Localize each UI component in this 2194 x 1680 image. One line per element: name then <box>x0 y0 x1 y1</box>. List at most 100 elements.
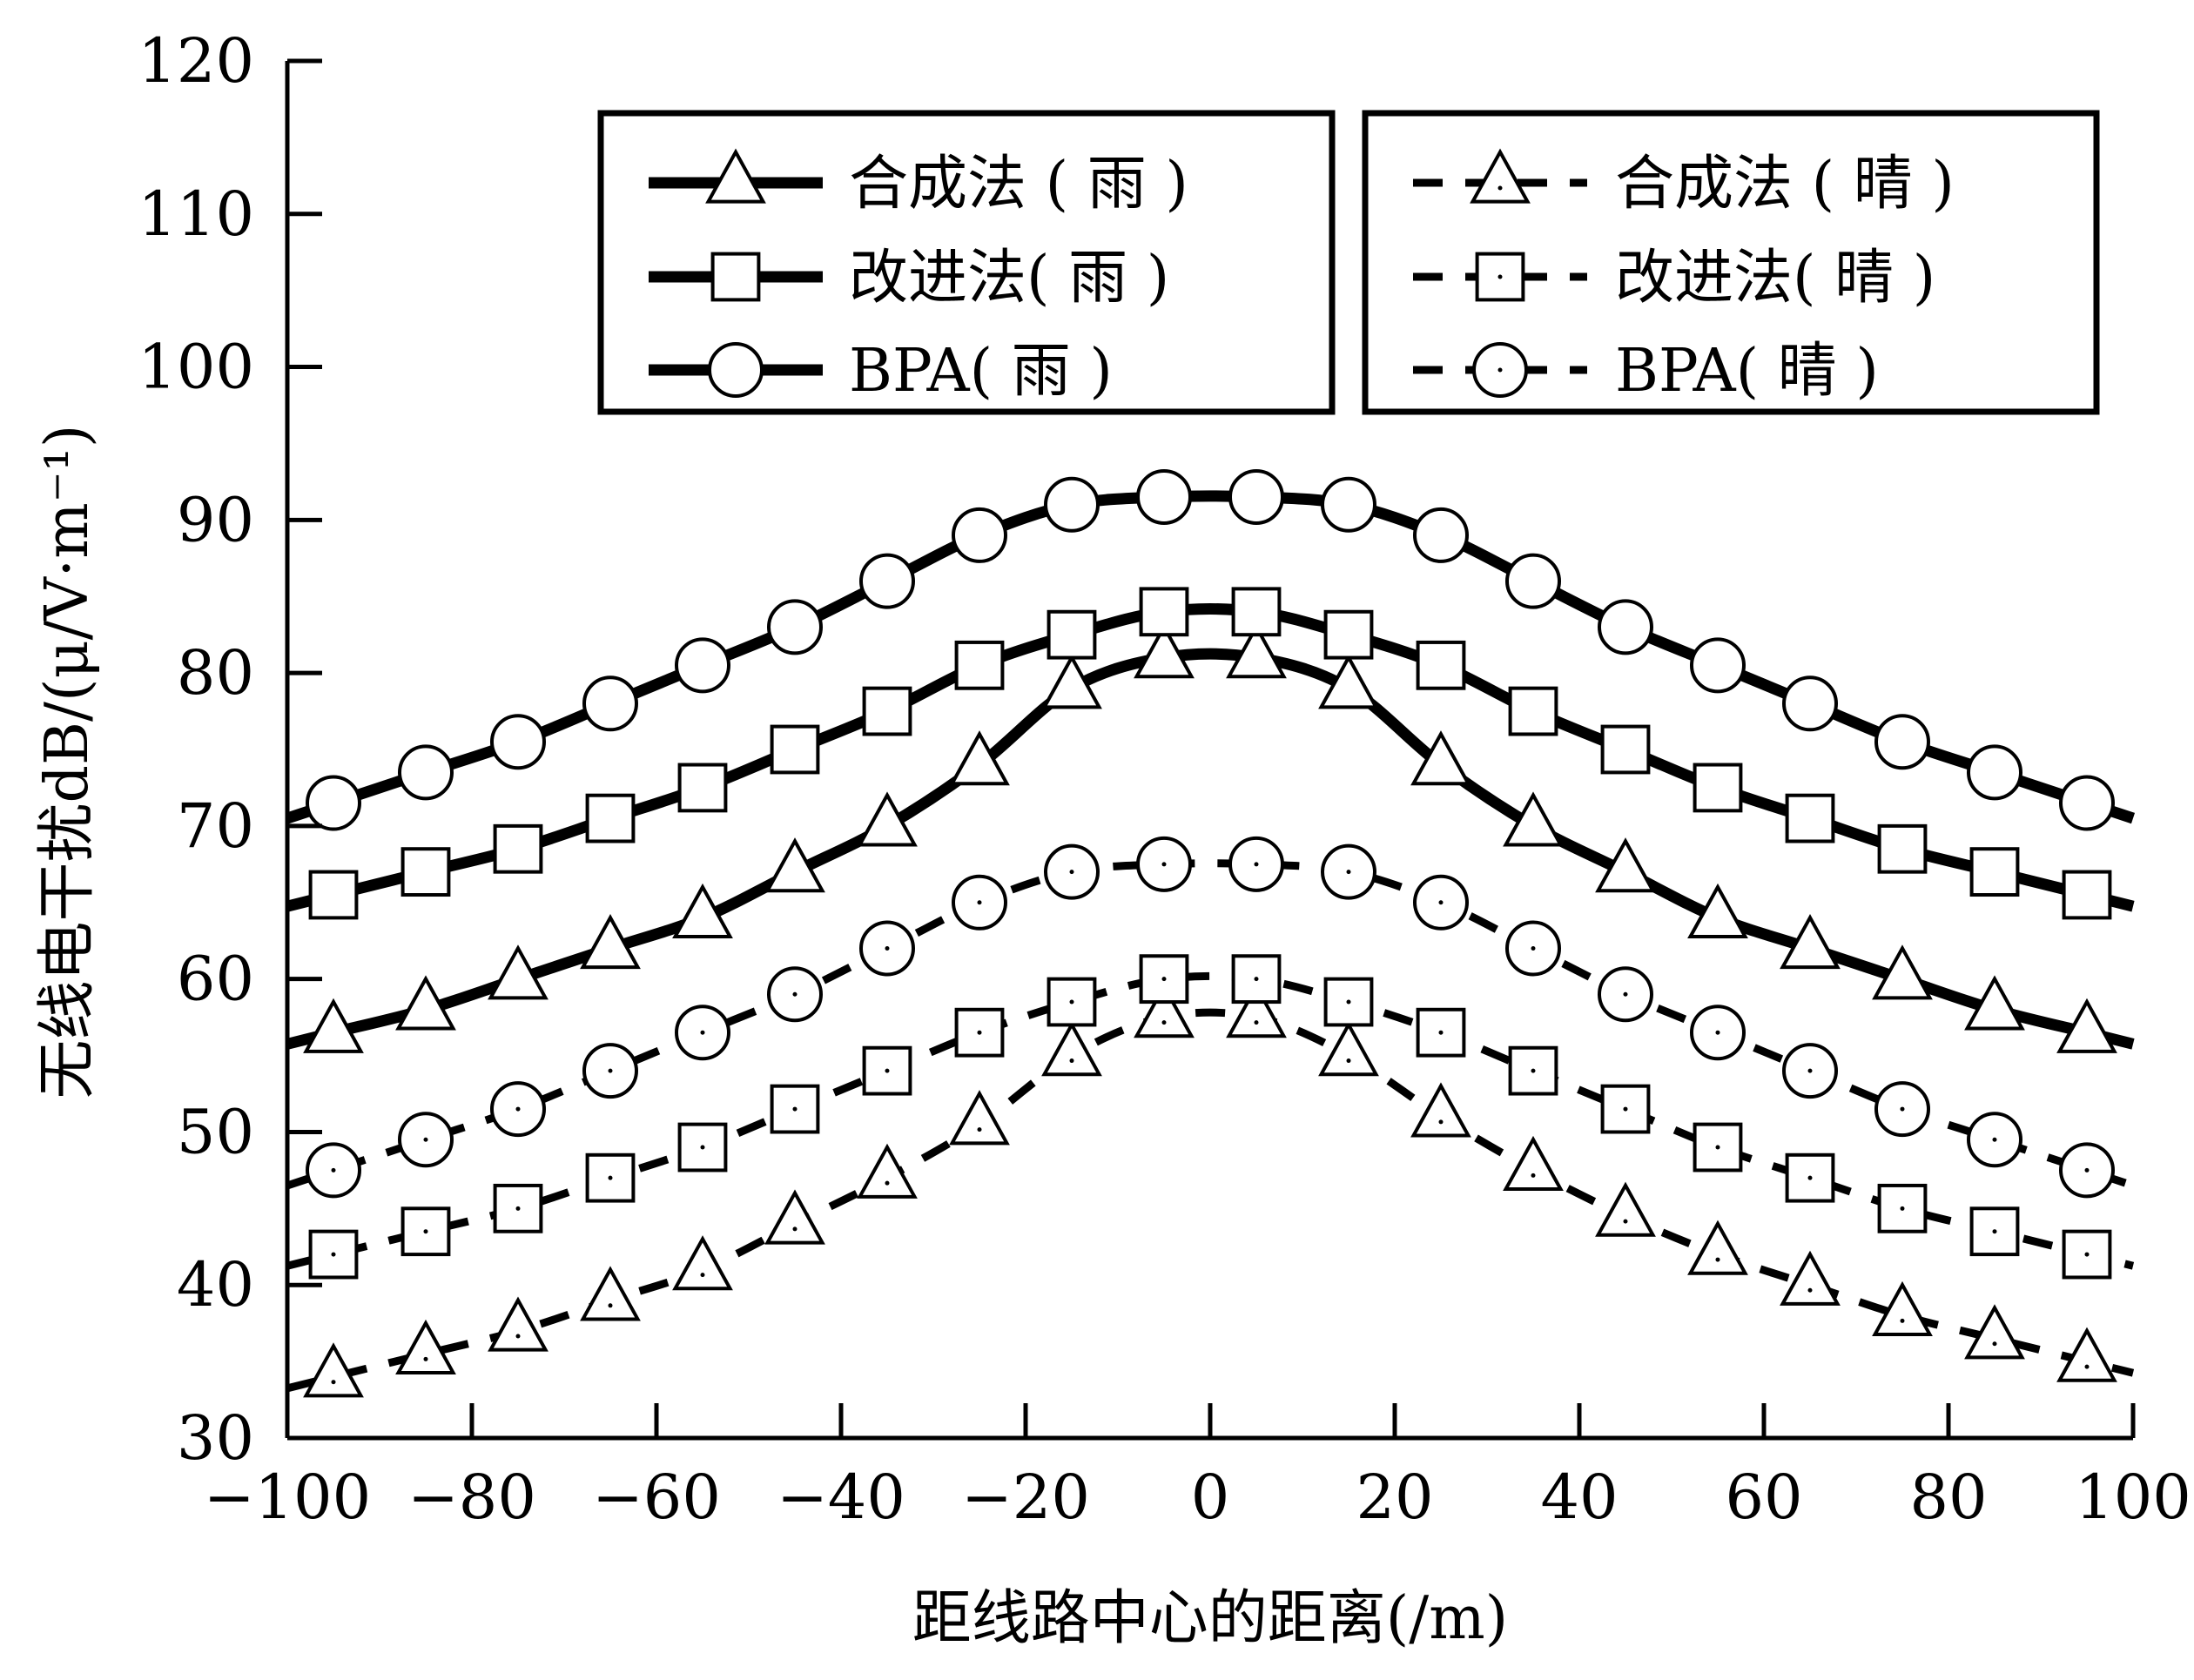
marker-center-dot <box>1254 977 1259 982</box>
data-point <box>952 507 1007 563</box>
marker-center-dot <box>1161 862 1167 867</box>
data-point <box>1318 1021 1379 1077</box>
marker-center-dot <box>885 946 890 951</box>
data-point <box>770 1084 820 1134</box>
data-point <box>1318 654 1379 709</box>
data-point <box>672 1235 733 1291</box>
data-point <box>2056 1327 2117 1382</box>
marker-center-dot <box>2084 1364 2090 1369</box>
data-point <box>1687 1220 1748 1275</box>
marker-center-dot <box>1438 1119 1444 1125</box>
marker-center-dot <box>423 1137 428 1142</box>
data-point <box>1041 1021 1102 1077</box>
data-point <box>580 1266 641 1321</box>
data-point <box>303 1342 364 1398</box>
series-3 <box>285 468 2136 831</box>
series-line <box>286 859 2135 1190</box>
data-point <box>398 744 454 801</box>
data-point <box>1874 714 1930 770</box>
data-point <box>306 775 361 831</box>
data-point <box>764 837 825 893</box>
marker-center-dot <box>331 1380 336 1385</box>
data-point <box>1595 837 1656 893</box>
x-tick-label: 60 <box>1725 1462 1802 1533</box>
data-point <box>400 1206 451 1257</box>
marker-center-dot <box>423 1229 428 1234</box>
marker-center-dot <box>1715 1257 1720 1262</box>
marker-center-dot <box>1900 1318 1905 1323</box>
data-point <box>1964 1304 2025 1360</box>
data-point <box>1041 654 1102 709</box>
series-6 <box>286 836 2135 1199</box>
marker-center-dot <box>1623 1106 1628 1112</box>
data-point <box>764 1189 825 1245</box>
marker-center-dot <box>331 1252 336 1257</box>
marker-center-dot <box>1807 1287 1813 1293</box>
data-point <box>857 1143 918 1199</box>
data-point <box>1598 599 1653 655</box>
legend-box-rain: 合成法 ( 雨 ) 改进法( 雨 ) BPA( 雨 ) <box>597 110 1336 415</box>
marker-center-dot <box>977 1127 982 1132</box>
marker-center-dot <box>1900 1206 1905 1211</box>
data-point <box>1964 975 2025 1031</box>
marker-center-dot <box>1254 862 1259 867</box>
marker-center-dot <box>1346 1058 1351 1064</box>
marker-center-dot <box>1715 1145 1720 1150</box>
series-4 <box>286 983 2135 1398</box>
data-point <box>675 637 730 694</box>
legend-swatch-marker <box>1470 148 1531 204</box>
data-point <box>1321 476 1376 533</box>
data-point <box>1226 983 1287 1038</box>
y-tick-label: 60 <box>177 944 254 1015</box>
marker-center-dot <box>608 1068 613 1073</box>
marker-center-dot <box>700 1145 705 1150</box>
marker-center-dot <box>792 1106 798 1112</box>
data-point <box>1231 587 1282 637</box>
data-point <box>770 724 820 775</box>
legend-label: 改进法( 雨 ) <box>849 244 1169 312</box>
marker-center-dot <box>977 900 982 905</box>
legend-box-sunny: 合成法 ( 晴 ) 改进法( 晴 ) BPA( 晴 ) <box>1362 110 2100 415</box>
x-tick-label: 100 <box>2075 1462 2191 1533</box>
axes-layer: 30 40 50 60 70 80 90 100 110 120 −100 −80 −60 −40 −20 0… <box>138 25 2191 1533</box>
marker-center-dot <box>515 1206 521 1211</box>
data-point <box>580 914 641 970</box>
marker-center-dot <box>1438 900 1444 905</box>
data-point <box>308 870 359 920</box>
marker-center-dot <box>1254 1020 1259 1025</box>
data-point <box>1600 724 1651 775</box>
marker-center-dot <box>1992 1341 1997 1347</box>
marker-center-dot <box>792 991 798 997</box>
marker-center-dot <box>1531 1068 1536 1073</box>
legend-item: BPA( 雨 ) <box>649 337 1113 406</box>
data-point <box>1782 675 1838 732</box>
data-point <box>493 823 543 874</box>
legend-item: 合成法 ( 晴 ) <box>1413 148 1955 218</box>
x-tick-label: 80 <box>1909 1462 1987 1533</box>
data-point <box>1136 468 1192 525</box>
marker-center-dot <box>1623 1219 1628 1224</box>
data-point <box>1505 553 1561 609</box>
data-point <box>1872 944 1933 1000</box>
x-axis-title: 距线路中心的距离(/m) <box>912 1584 1508 1653</box>
series-2 <box>286 587 2135 920</box>
x-tick-label: −40 <box>777 1462 905 1533</box>
data-point <box>1044 476 1100 533</box>
series-line <box>286 648 2135 1050</box>
data-point <box>949 1090 1010 1146</box>
data-point <box>493 1183 543 1233</box>
data-point <box>303 998 364 1053</box>
data-point <box>949 730 1010 786</box>
data-point <box>308 1229 359 1280</box>
marker-center-dot <box>2084 1167 2090 1173</box>
series-layer <box>285 468 2136 1398</box>
marker-center-dot <box>608 1175 613 1180</box>
data-point <box>585 793 636 843</box>
data-point <box>1693 763 1743 813</box>
data-point <box>2062 870 2112 920</box>
data-point <box>582 675 638 732</box>
data-point <box>1226 623 1287 679</box>
series-line <box>286 971 2135 1270</box>
marker-center-dot <box>792 1226 798 1232</box>
